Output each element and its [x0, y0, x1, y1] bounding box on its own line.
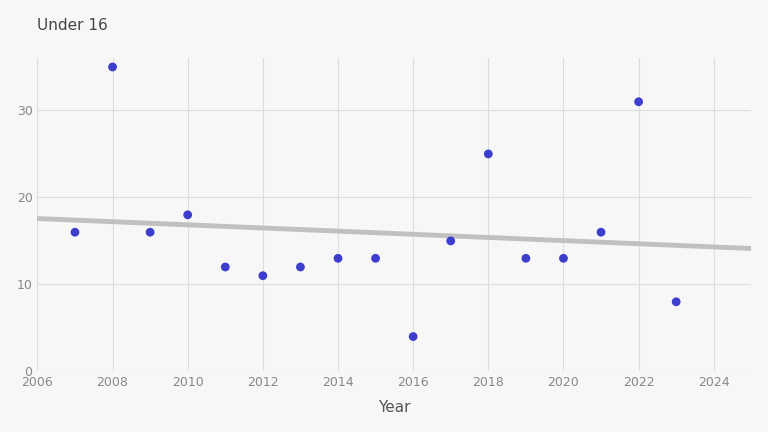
Point	[144, 229, 156, 236]
Point	[107, 64, 119, 70]
Point	[294, 264, 306, 270]
Point	[633, 98, 645, 105]
Point	[257, 272, 269, 279]
Point	[407, 333, 419, 340]
X-axis label: Year: Year	[378, 400, 411, 415]
Point	[181, 211, 194, 218]
Point	[482, 150, 495, 157]
Point	[520, 255, 532, 262]
Point	[595, 229, 607, 236]
Point	[332, 255, 344, 262]
Point	[558, 255, 570, 262]
Text: Under 16: Under 16	[38, 18, 108, 33]
Point	[219, 264, 231, 270]
Point	[670, 299, 682, 305]
Point	[369, 255, 382, 262]
Point	[69, 229, 81, 236]
Point	[445, 238, 457, 245]
